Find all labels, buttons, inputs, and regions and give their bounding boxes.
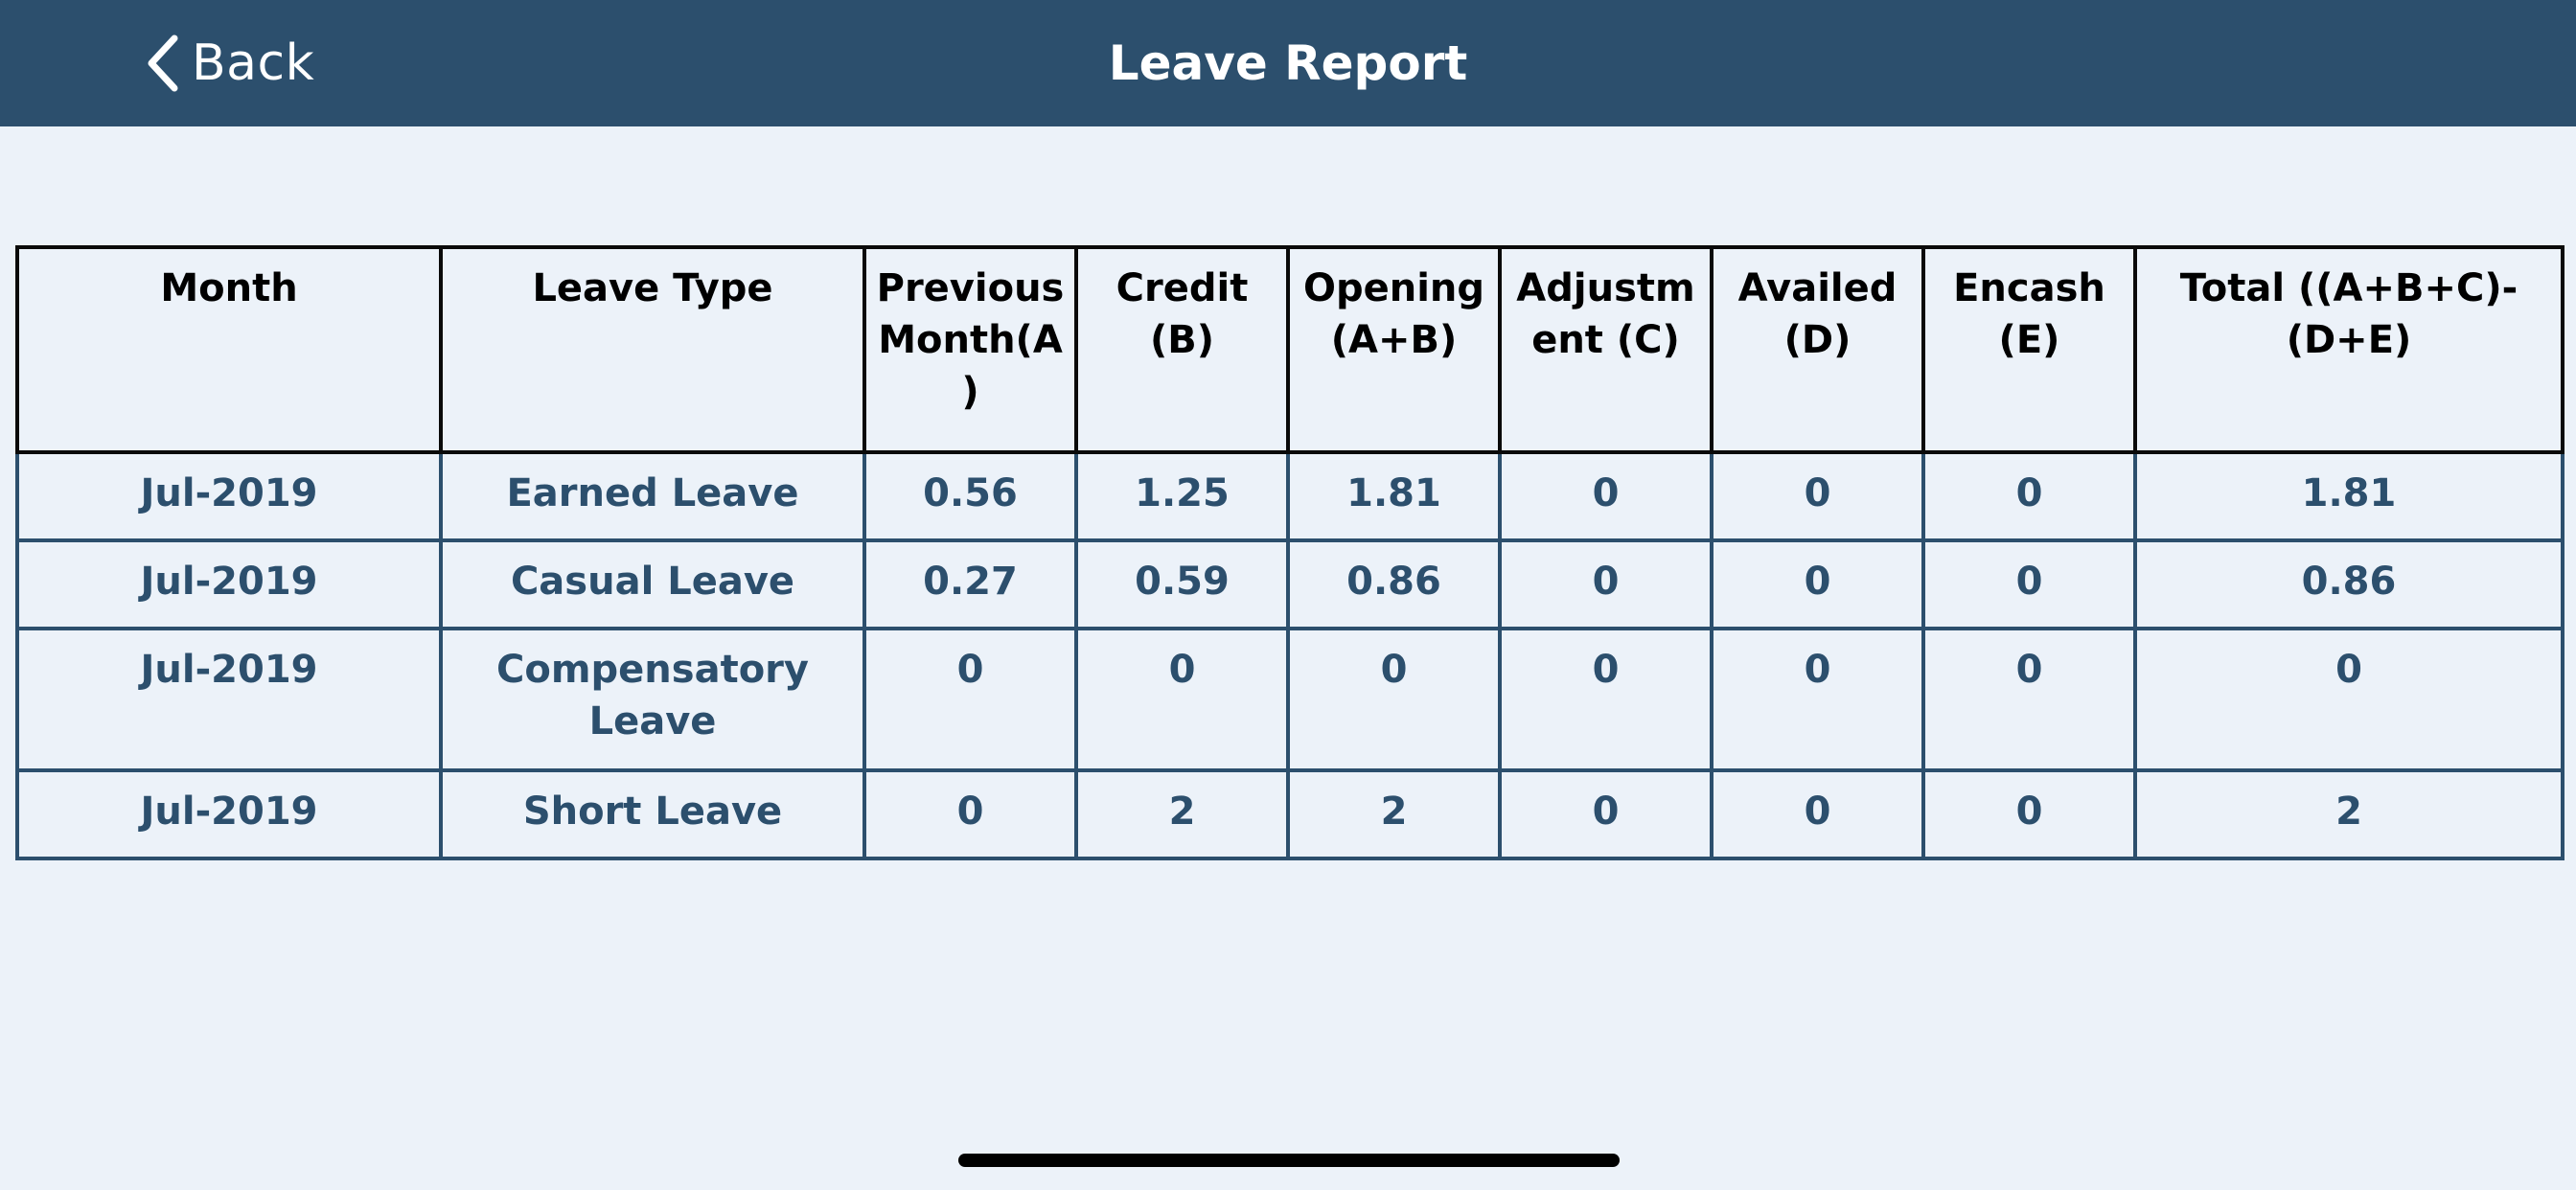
cell-previous-month: 0.27: [862, 538, 1078, 630]
cell-availed: 0: [1710, 450, 1925, 542]
back-button[interactable]: Back: [146, 29, 314, 98]
cell-total: 1.81: [2133, 450, 2564, 542]
cell-availed: 0: [1710, 768, 1925, 860]
page-title: Leave Report: [1108, 35, 1468, 91]
table-row: Jul-2019 Earned Leave 0.56 1.25 1.81 0 0…: [15, 450, 2564, 542]
cell-adjustment: 0: [1498, 768, 1714, 860]
leave-report-table: Month Leave Type Previous Month(A) Credi…: [15, 245, 2564, 860]
cell-encash: 0: [1921, 768, 2137, 860]
cell-leave-type: Earned Leave: [439, 450, 866, 542]
column-header-adjustment: Adjustment (C): [1498, 245, 1714, 454]
cell-month: Jul-2019: [15, 768, 443, 860]
cell-opening: 0: [1286, 627, 1502, 772]
cell-adjustment: 0: [1498, 627, 1714, 772]
navigation-bar: Leave Report Back: [0, 0, 2576, 126]
cell-total: 2: [2133, 768, 2564, 860]
cell-previous-month: 0.56: [862, 450, 1078, 542]
cell-credit: 0: [1074, 627, 1290, 772]
table-row: Jul-2019 Short Leave 0 2 2 0 0 0 2: [15, 768, 2564, 860]
column-header-previous-month: Previous Month(A): [862, 245, 1078, 454]
cell-total: 0.86: [2133, 538, 2564, 630]
cell-month: Jul-2019: [15, 627, 443, 772]
column-header-opening: Opening (A+B): [1286, 245, 1502, 454]
column-header-encash: Encash (E): [1921, 245, 2137, 454]
cell-month: Jul-2019: [15, 450, 443, 542]
cell-total: 0: [2133, 627, 2564, 772]
cell-opening: 0.86: [1286, 538, 1502, 630]
cell-credit: 0.59: [1074, 538, 1290, 630]
cell-opening: 2: [1286, 768, 1502, 860]
cell-credit: 2: [1074, 768, 1290, 860]
column-header-month: Month: [15, 245, 443, 454]
cell-encash: 0: [1921, 538, 2137, 630]
cell-availed: 0: [1710, 538, 1925, 630]
cell-leave-type: Casual Leave: [439, 538, 866, 630]
cell-leave-type: Short Leave: [439, 768, 866, 860]
cell-opening: 1.81: [1286, 450, 1502, 542]
cell-leave-type: Compensatory Leave: [439, 627, 866, 772]
table-row: Jul-2019 Compensatory Leave 0 0 0 0 0 0 …: [15, 627, 2564, 772]
cell-credit: 1.25: [1074, 450, 1290, 542]
column-header-leave-type: Leave Type: [439, 245, 866, 454]
cell-previous-month: 0: [862, 627, 1078, 772]
chevron-left-icon: [146, 34, 180, 92]
column-header-total: Total ((A+B+C)-(D+E): [2133, 245, 2564, 454]
column-header-availed: Availed (D): [1710, 245, 1925, 454]
table-row: Jul-2019 Casual Leave 0.27 0.59 0.86 0 0…: [15, 538, 2564, 630]
cell-previous-month: 0: [862, 768, 1078, 860]
table-header-row: Month Leave Type Previous Month(A) Credi…: [15, 245, 2564, 454]
cell-adjustment: 0: [1498, 538, 1714, 630]
cell-availed: 0: [1710, 627, 1925, 772]
cell-encash: 0: [1921, 627, 2137, 772]
cell-month: Jul-2019: [15, 538, 443, 630]
cell-adjustment: 0: [1498, 450, 1714, 542]
cell-encash: 0: [1921, 450, 2137, 542]
back-label: Back: [192, 34, 315, 92]
column-header-credit: Credit (B): [1074, 245, 1290, 454]
home-indicator[interactable]: [958, 1154, 1620, 1167]
